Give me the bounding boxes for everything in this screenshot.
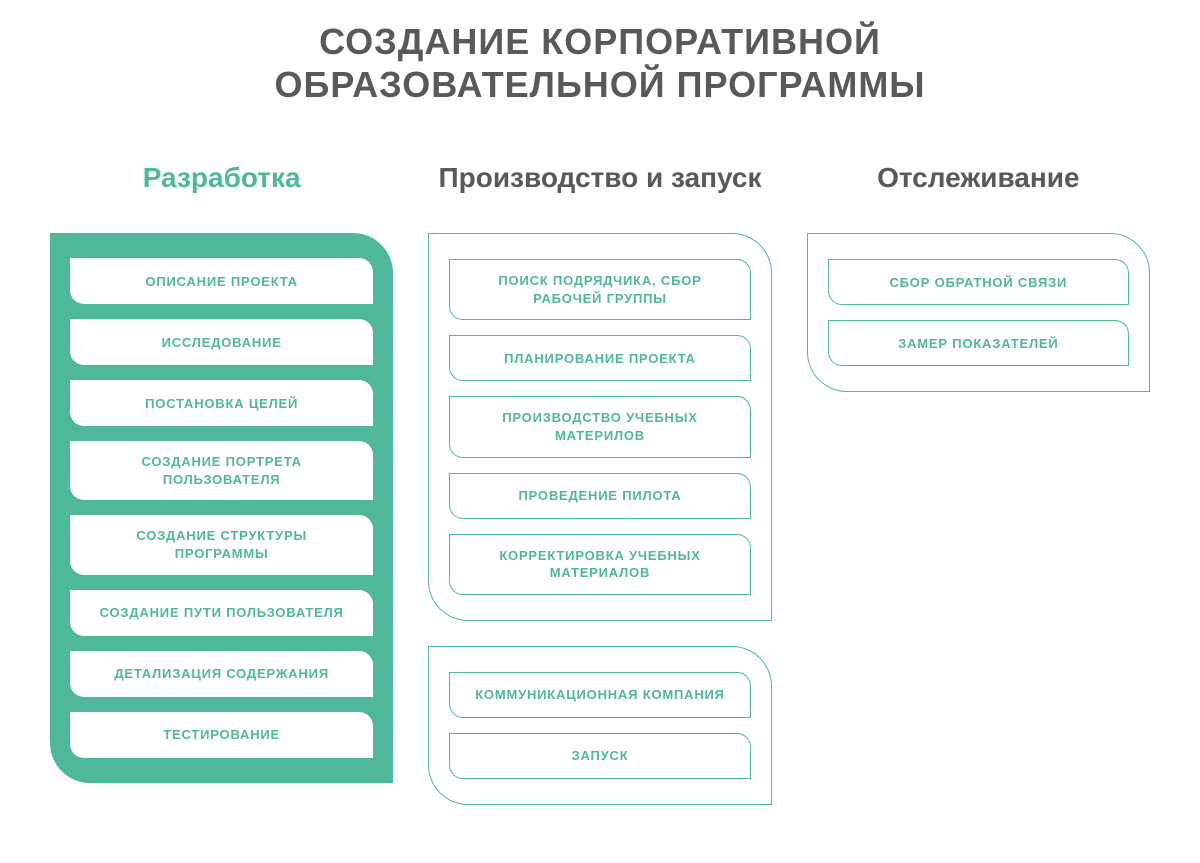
item-materials-production: ПРОИЗВОДСТВО УЧЕБНЫХ МАТЕРИЛОВ bbox=[449, 396, 750, 457]
item-project-description: ОПИСАНИЕ ПРОЕКТА bbox=[70, 258, 373, 304]
column-header-production: Производство и запуск bbox=[428, 141, 771, 213]
panel-production-group-2: КОММУНИКАЦИОННАЯ КОМПАНИЯ ЗАПУСК bbox=[428, 646, 771, 805]
columns-container: Разработка ОПИСАНИЕ ПРОЕКТА ИССЛЕДОВАНИЕ… bbox=[50, 141, 1150, 804]
column-tracking: Отслеживание СБОР ОБРАТНОЙ СВЯЗИ ЗАМЕР П… bbox=[807, 141, 1150, 392]
column-development: Разработка ОПИСАНИЕ ПРОЕКТА ИССЛЕДОВАНИЕ… bbox=[50, 141, 393, 782]
column-header-development: Разработка bbox=[50, 141, 393, 213]
item-communication-campaign: КОММУНИКАЦИОННАЯ КОМПАНИЯ bbox=[449, 672, 750, 718]
item-feedback-collection: СБОР ОБРАТНОЙ СВЯЗИ bbox=[828, 259, 1129, 305]
item-user-portrait: СОЗДАНИЕ ПОРТРЕТА ПОЛЬЗОВАТЕЛЯ bbox=[70, 441, 373, 500]
panel-development: ОПИСАНИЕ ПРОЕКТА ИССЛЕДОВАНИЕ ПОСТАНОВКА… bbox=[50, 233, 393, 782]
item-materials-correction: КОРРЕКТИРОВКА УЧЕБНЫХ МАТЕРИАЛОВ bbox=[449, 534, 750, 595]
item-metrics-measurement: ЗАМЕР ПОКАЗАТЕЛЕЙ bbox=[828, 320, 1129, 366]
title-line-2: ОБРАЗОВАТЕЛЬНОЙ ПРОГРАММЫ bbox=[274, 64, 925, 105]
item-project-planning: ПЛАНИРОВАНИЕ ПРОЕКТА bbox=[449, 335, 750, 381]
column-production: Производство и запуск ПОИСК ПОДРЯДЧИКА, … bbox=[428, 141, 771, 804]
item-pilot: ПРОВЕДЕНИЕ ПИЛОТА bbox=[449, 473, 750, 519]
item-content-detail: ДЕТАЛИЗАЦИЯ СОДЕРЖАНИЯ bbox=[70, 651, 373, 697]
item-launch: ЗАПУСК bbox=[449, 733, 750, 779]
column-header-tracking: Отслеживание bbox=[807, 141, 1150, 213]
item-goal-setting: ПОСТАНОВКА ЦЕЛЕЙ bbox=[70, 380, 373, 426]
panel-production-group-1: ПОИСК ПОДРЯДЧИКА, СБОР РАБОЧЕЙ ГРУППЫ ПЛ… bbox=[428, 233, 771, 620]
panel-tracking: СБОР ОБРАТНОЙ СВЯЗИ ЗАМЕР ПОКАЗАТЕЛЕЙ bbox=[807, 233, 1150, 392]
item-contractor-search: ПОИСК ПОДРЯДЧИКА, СБОР РАБОЧЕЙ ГРУППЫ bbox=[449, 259, 750, 320]
item-user-journey: СОЗДАНИЕ ПУТИ ПОЛЬЗОВАТЕЛЯ bbox=[70, 590, 373, 636]
panel-gap bbox=[428, 621, 771, 646]
page-title: СОЗДАНИЕ КОРПОРАТИВНОЙ ОБРАЗОВАТЕЛЬНОЙ П… bbox=[50, 20, 1150, 106]
item-program-structure: СОЗДАНИЕ СТРУКТУРЫ ПРОГРАММЫ bbox=[70, 515, 373, 574]
item-testing: ТЕСТИРОВАНИЕ bbox=[70, 712, 373, 758]
item-research: ИССЛЕДОВАНИЕ bbox=[70, 319, 373, 365]
title-line-1: СОЗДАНИЕ КОРПОРАТИВНОЙ bbox=[319, 21, 881, 62]
